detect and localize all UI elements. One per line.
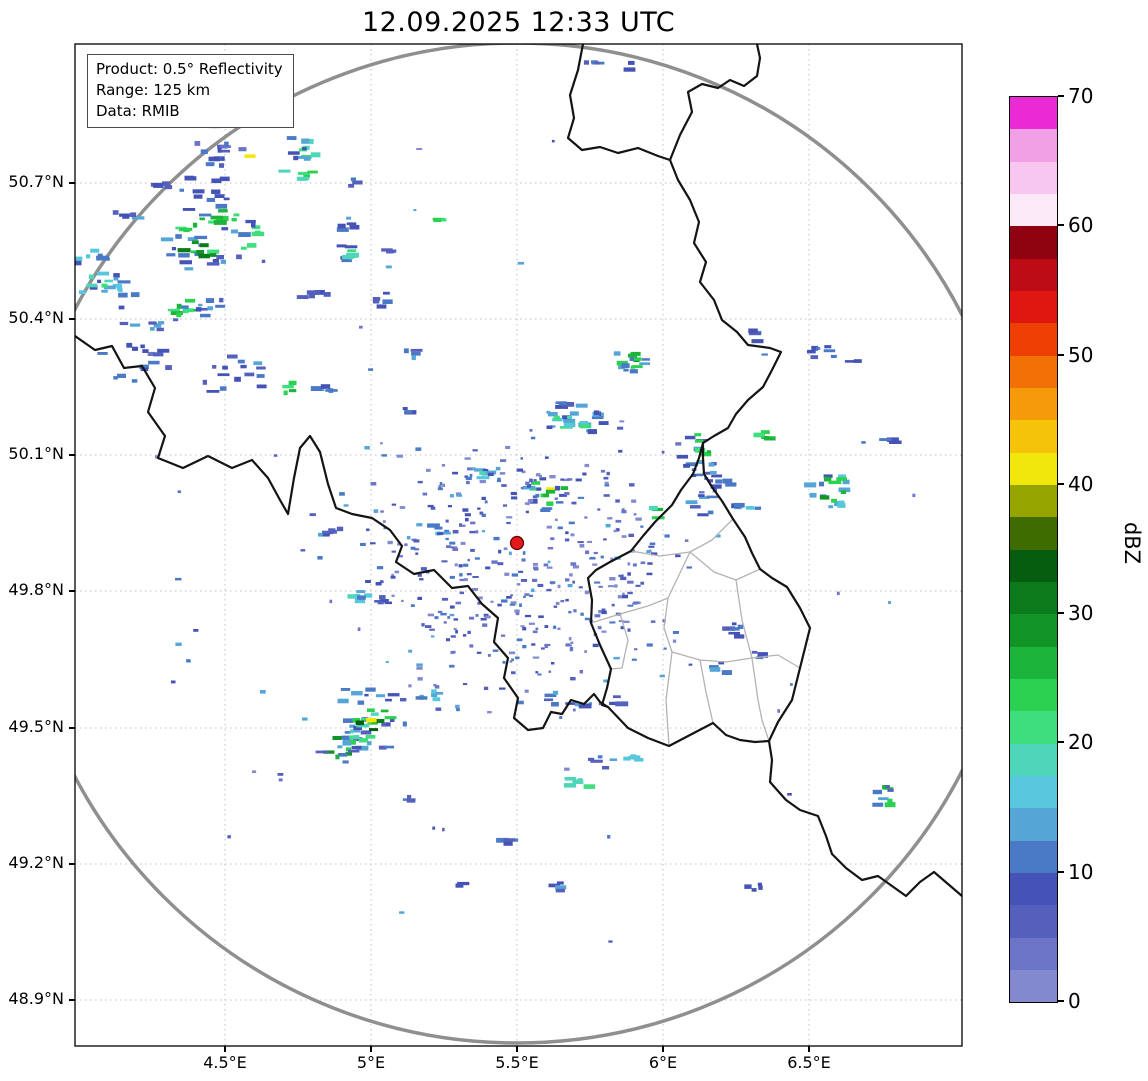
colorbar-band: [1010, 808, 1057, 841]
y-tick-label: 50.7°N: [8, 172, 64, 191]
x-tick-mark: [662, 1046, 664, 1052]
colorbar: [1009, 96, 1058, 1003]
colorbar-band: [1010, 226, 1057, 259]
x-tick-mark: [224, 1046, 226, 1052]
colorbar-band: [1010, 872, 1057, 906]
colorbar-band: [1010, 97, 1057, 130]
colorbar-tick-label: 60: [1068, 213, 1094, 238]
region-borders: [590, 518, 801, 747]
colorbar-tick-label: 30: [1068, 601, 1094, 626]
y-tick-mark: [69, 454, 75, 456]
colorbar-tick-mark: [1058, 1000, 1064, 1002]
y-tick-label: 48.9°N: [8, 989, 64, 1008]
colorbar-tick-label: 50: [1068, 342, 1094, 367]
y-tick-label: 50.4°N: [8, 308, 64, 327]
plot-frame: [74, 43, 963, 1047]
x-tick-label: 5°E: [356, 1053, 386, 1072]
y-tick-label: 50.1°N: [8, 444, 64, 463]
radar-echoes: [75, 60, 916, 943]
data-source-line: Data: RMIB: [96, 102, 180, 120]
colorbar-band: [1010, 129, 1057, 162]
y-tick-mark: [69, 318, 75, 320]
colorbar-band: [1010, 161, 1057, 194]
x-tick-mark: [516, 1046, 518, 1052]
colorbar-band: [1010, 549, 1057, 582]
colorbar-tick-label: 40: [1068, 471, 1094, 496]
colorbar-tick-mark: [1058, 353, 1064, 356]
colorbar-band: [1010, 355, 1057, 388]
colorbar-band: [1010, 581, 1057, 615]
x-tick-label: 4.5°E: [203, 1053, 247, 1072]
colorbar-tick-mark: [1058, 612, 1064, 615]
colorbar-tick-mark: [1058, 482, 1064, 485]
x-tick-label: 6°E: [648, 1053, 678, 1072]
colorbar-band: [1010, 775, 1057, 809]
y-tick-mark: [69, 182, 75, 184]
colorbar-band: [1010, 937, 1057, 970]
colorbar-band: [1010, 193, 1057, 227]
product-line: Product: 0.5° Reflectivity: [96, 60, 283, 78]
colorbar-band: [1010, 452, 1057, 485]
colorbar-tick-mark: [1058, 870, 1064, 873]
colorbar-tick-mark: [1058, 224, 1064, 227]
product-info-box: Product: 0.5° Reflectivity Range: 125 km…: [87, 54, 294, 128]
y-tick-label: 49.2°N: [8, 853, 64, 872]
colorbar-band: [1010, 969, 1057, 1003]
colorbar-tick-label: 0: [1068, 989, 1081, 1013]
map-layers: [75, 44, 962, 1046]
colorbar-band: [1010, 743, 1057, 776]
colorbar-band: [1010, 517, 1057, 550]
colorbar-tick-label: 70: [1068, 84, 1094, 108]
y-tick-mark: [69, 999, 75, 1001]
range-circle: [75, 44, 962, 1045]
y-tick-mark: [69, 727, 75, 729]
colorbar-band: [1010, 484, 1057, 518]
colorbar-band: [1010, 323, 1057, 356]
colorbar-band: [1010, 646, 1057, 679]
radar-site-marker: [509, 535, 525, 551]
colorbar-tick-label: 20: [1068, 730, 1094, 755]
colorbar-axis-label: dBZ: [1120, 521, 1144, 565]
colorbar-band: [1010, 420, 1057, 453]
colorbar-tick-mark: [1058, 95, 1064, 97]
country-borders: [75, 44, 962, 898]
colorbar-band: [1010, 678, 1057, 712]
x-tick-mark: [370, 1046, 372, 1052]
y-tick-mark: [69, 590, 75, 592]
colorbar-tick-mark: [1058, 741, 1064, 744]
page-title: 12.09.2025 12:33 UTC: [361, 7, 676, 38]
y-tick-label: 49.5°N: [8, 717, 64, 736]
y-tick-mark: [69, 863, 75, 865]
colorbar-band: [1010, 290, 1057, 324]
colorbar-tick-label: 10: [1068, 859, 1094, 884]
colorbar-band: [1010, 258, 1057, 291]
x-tick-label: 5.5°E: [495, 1053, 539, 1072]
colorbar-band: [1010, 840, 1057, 873]
colorbar-band: [1010, 387, 1057, 421]
colorbar-band: [1010, 711, 1057, 744]
colorbar-band: [1010, 614, 1057, 647]
x-tick-mark: [808, 1046, 810, 1052]
range-line: Range: 125 km: [96, 81, 211, 99]
x-tick-label: 6.5°E: [787, 1053, 831, 1072]
y-tick-label: 49.8°N: [8, 580, 64, 599]
colorbar-band: [1010, 905, 1057, 938]
